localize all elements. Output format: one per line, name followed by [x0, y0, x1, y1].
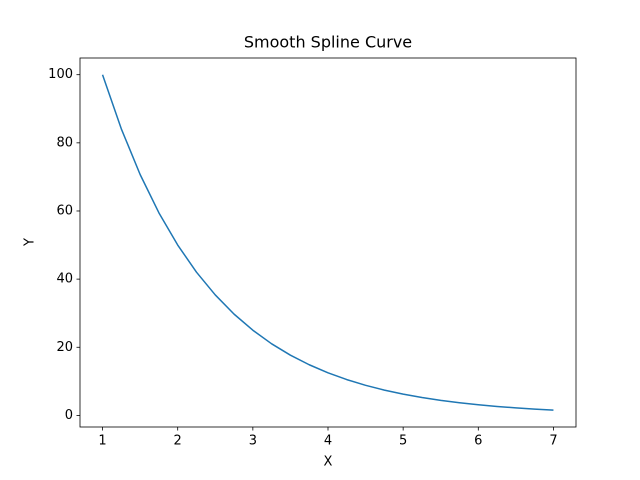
x-axis-label: X: [324, 455, 333, 470]
x-tick-label: 3: [249, 434, 257, 449]
line-series: [101, 74, 554, 411]
x-tick-label: 4: [324, 434, 332, 449]
y-tick-label: 40: [56, 272, 73, 287]
y-axis-label: Y: [23, 238, 38, 247]
x-tick-label: 5: [399, 434, 407, 449]
y-tick-label: 80: [56, 135, 73, 150]
y-tick-label: 20: [56, 340, 73, 355]
y-tick-label: 60: [56, 203, 73, 218]
x-tick-label: 7: [549, 434, 557, 449]
plot-frame: [79, 57, 577, 428]
x-tick-label: 1: [98, 434, 106, 449]
y-tick-label: 100: [48, 67, 73, 82]
y-tick-label: 0: [65, 408, 73, 423]
x-tick-label: 2: [174, 434, 182, 449]
x-tick-label: 6: [474, 434, 482, 449]
chart-title: Smooth Spline Curve: [244, 33, 412, 52]
